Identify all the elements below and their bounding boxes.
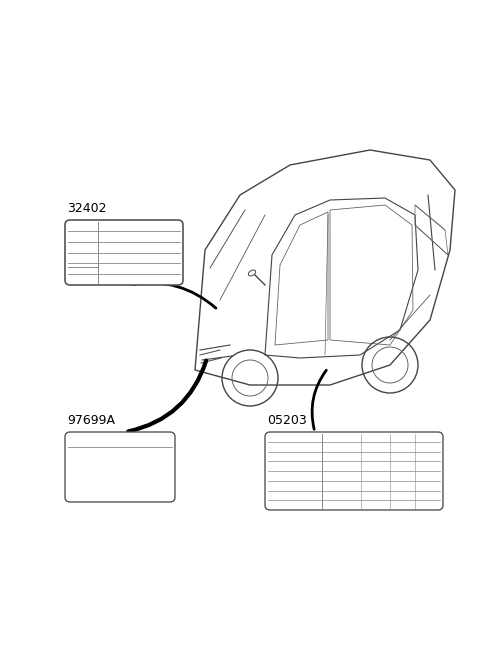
- Text: 97699A: 97699A: [67, 414, 115, 427]
- FancyBboxPatch shape: [65, 432, 175, 502]
- FancyBboxPatch shape: [65, 220, 183, 285]
- Text: 32402: 32402: [67, 202, 107, 215]
- FancyBboxPatch shape: [265, 432, 443, 510]
- Text: 05203: 05203: [267, 414, 307, 427]
